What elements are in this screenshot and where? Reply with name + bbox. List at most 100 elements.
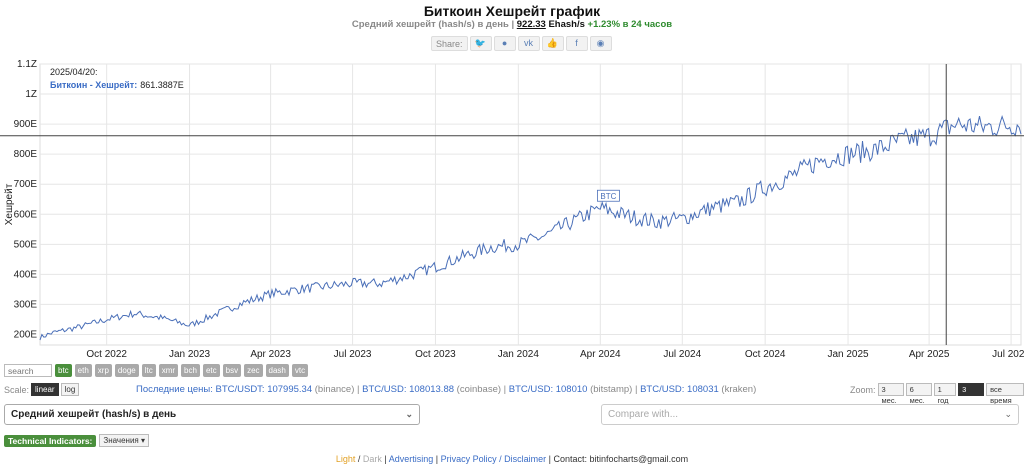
share-bar: Share: 🐦 ● vk 👍 f ◉ (431, 35, 612, 51)
zoom-6m-button[interactable]: 6 мес. (905, 383, 932, 405)
price-coinbase-source: (coinbase) (456, 384, 502, 395)
price-kraken[interactable]: BTC/USD: 108031 (640, 384, 719, 395)
compare-select[interactable]: Compare with... ⌄ (601, 404, 1019, 425)
hashrate-chart[interactable]: 200E 300E 400E 500E 600E 700E 800E 900E 1Z 1.1Z O… (0, 58, 1024, 363)
price-bitstamp[interactable]: BTC/USD: 108010 (508, 384, 588, 395)
scale-linear-button[interactable]: linear (31, 383, 59, 396)
y-axis-label: Хешрейт (4, 183, 15, 225)
x-tick-label: Jul 2025 (992, 349, 1024, 360)
tech-indicators-label: Technical Indicators: (4, 434, 97, 447)
y-tick-label: 1Z (25, 89, 37, 100)
twitter-icon[interactable]: 🐦 (469, 35, 492, 51)
x-tick-label: Jul 2023 (334, 349, 372, 360)
prices-label: Последние цены: (136, 384, 213, 395)
scale-log-button[interactable]: log (60, 383, 80, 396)
y-axis-ticks: 200E 300E 400E 500E 600E 700E 800E 900E 1Z 1.1Z (14, 59, 38, 340)
coin-chip-btc[interactable]: btc (55, 364, 72, 377)
subtitle-change: +1.23% в 24 часов (587, 19, 673, 30)
x-axis-ticks: Oct 2022 Jan 2023 Apr 2023 Jul 2023 Oct 2023… (86, 349, 1024, 360)
price-binance[interactable]: BTC/USDT: 107995.34 (215, 384, 313, 395)
page-title: Биткоин Хешрейт график (423, 3, 601, 19)
price-bitstamp-source: (bitstamp) (590, 384, 633, 395)
tooltip-series: Биткоин - Хешрейт: (50, 80, 137, 90)
theme-light-link[interactable]: Light (335, 454, 356, 464)
tooltip-value: 861.3887E (140, 80, 184, 90)
btc-annotation-text: BTC (600, 192, 616, 201)
price-binance-source: (binance) (314, 384, 355, 395)
zoom-1y-button[interactable]: 1 год (933, 383, 957, 405)
x-tick-label: Jan 2024 (498, 349, 540, 360)
tooltip-date: 2025/04/20: (50, 67, 98, 77)
x-tick-label: Jan 2023 (169, 349, 211, 360)
subtitle-prefix: Средний хешрейт (hash/s) в день | (351, 19, 515, 30)
coin-chip-xrp[interactable]: xrp (94, 364, 112, 377)
reddit-icon[interactable]: ● (493, 35, 516, 51)
facebook-icon[interactable]: f (565, 35, 588, 51)
zoom-all-button[interactable]: все время (986, 383, 1024, 405)
grid (39, 63, 1022, 346)
like-icon[interactable]: 👍 (541, 35, 564, 51)
coin-chip-xmr[interactable]: xmr (158, 364, 179, 377)
scale-label: Scale: (4, 384, 30, 395)
latest-prices: Последние цены: BTC/USDT: 107995.34 (bin… (136, 384, 757, 395)
technical-indicators: Technical Indicators: Значения ▾ (4, 434, 149, 447)
x-tick-label: Apr 2024 (580, 349, 621, 360)
contact-text: | Contact: bitinfocharts@gmail.com (546, 454, 689, 464)
zoom-controls: Zoom: 3 мес. 6 мес. 1 год 3 года все вре… (850, 383, 1024, 405)
coin-chip-dash[interactable]: dash (265, 364, 289, 377)
search-input[interactable] (4, 364, 52, 377)
page-subtitle: Средний хешрейт (hash/s) в день | 922.33… (0, 19, 1024, 30)
price-kraken-source: (kraken) (721, 384, 757, 395)
footer-sep: | (433, 454, 441, 464)
y-tick-label: 900E (14, 119, 38, 130)
y-tick-label: 700E (14, 179, 38, 190)
x-tick-label: Apr 2025 (909, 349, 950, 360)
y-tick-label: 1.1Z (17, 59, 37, 70)
x-tick-label: Oct 2022 (86, 349, 127, 360)
chevron-down-icon: ⌄ (405, 409, 413, 419)
privacy-link[interactable]: Privacy Policy / Disclaimer (440, 454, 547, 464)
footer-sep: / (355, 454, 363, 464)
coin-chip-bch[interactable]: bch (181, 364, 200, 377)
chart-tooltip: 2025/04/20: Биткоин - Хешрейт: 861.3887E (50, 67, 184, 90)
y-tick-label: 300E (14, 299, 38, 310)
metric-select-value: Средний хешрейт (hash/s) в день (11, 409, 177, 420)
coin-chip-etc[interactable]: etc (202, 364, 220, 377)
tech-indicators-dropdown[interactable]: Значения ▾ (99, 434, 149, 447)
zoom-3y-button[interactable]: 3 года (958, 383, 985, 405)
x-tick-label: Jul 2024 (663, 349, 701, 360)
theme-dark-link[interactable]: Dark (362, 454, 382, 464)
btc-annotation: BTC (597, 189, 620, 202)
coin-chip-vtc[interactable]: vtc (291, 364, 309, 377)
metric-select[interactable]: Средний хешрейт (hash/s) в день ⌄ (4, 404, 420, 425)
x-tick-label: Oct 2024 (745, 349, 786, 360)
coin-chip-doge[interactable]: doge (114, 364, 139, 377)
coin-chip-ltc[interactable]: ltc (141, 364, 156, 377)
compare-select-placeholder: Compare with... (608, 409, 679, 420)
coin-chip-bsv[interactable]: bsv (222, 364, 242, 377)
y-tick-label: 800E (14, 149, 38, 160)
vk-icon[interactable]: vk (517, 35, 540, 51)
y-tick-label: 500E (14, 239, 38, 250)
chevron-down-icon: ⌄ (1004, 409, 1012, 419)
price-coinbase[interactable]: BTC/USD: 108013.88 (362, 384, 455, 395)
x-tick-label: Jan 2025 (827, 349, 869, 360)
coin-selector: btc eth xrp doge ltc xmr bch etc bsv zec… (4, 364, 309, 377)
y-tick-label: 600E (14, 209, 38, 220)
weibo-icon[interactable]: ◉ (589, 35, 612, 51)
zoom-label: Zoom: (850, 384, 876, 395)
scale-toggle: Scale: linear log (4, 383, 80, 396)
coin-chip-eth[interactable]: eth (74, 364, 92, 377)
advertising-link[interactable]: Advertising (388, 454, 434, 464)
zoom-3m-button[interactable]: 3 мес. (877, 383, 904, 405)
footer-sep: | (381, 454, 389, 464)
tooltip-row: Биткоин - Хешрейт: 861.3887E (50, 80, 184, 90)
y-tick-label: 400E (14, 269, 38, 280)
subtitle-unit: Ehash/s (548, 19, 585, 30)
y-tick-label: 200E (14, 329, 38, 340)
footer: Light / Dark | Advertising | Privacy Pol… (0, 454, 1024, 464)
series-line-hashrate (39, 115, 1022, 341)
coin-chip-zec[interactable]: zec (244, 364, 263, 377)
share-label: Share: (431, 35, 468, 51)
x-tick-label: Apr 2023 (250, 349, 291, 360)
